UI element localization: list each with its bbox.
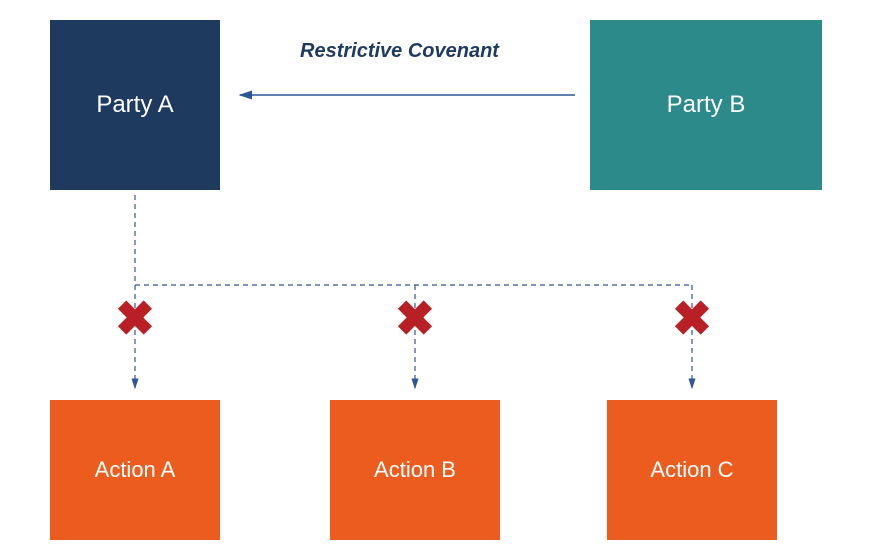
node-party-b-label: Party B (667, 91, 746, 119)
node-action-c: Action C (607, 400, 777, 540)
x-mark-icon: ✖ (672, 296, 712, 344)
node-action-c-label: Action C (650, 457, 733, 483)
node-party-a-label: Party A (96, 91, 173, 119)
x-mark-icon: ✖ (115, 296, 155, 344)
node-action-a: Action A (50, 400, 220, 540)
node-action-a-label: Action A (95, 457, 176, 483)
x-mark-icon: ✖ (395, 296, 435, 344)
node-action-b-label: Action B (374, 457, 456, 483)
edge-label-covenant: Restrictive Covenant (300, 40, 499, 63)
edge-branch (135, 195, 692, 285)
edge-label-covenant-text: Restrictive Covenant (300, 40, 499, 62)
node-party-a: Party A (50, 20, 220, 190)
node-action-b: Action B (330, 400, 500, 540)
node-party-b: Party B (590, 20, 822, 190)
